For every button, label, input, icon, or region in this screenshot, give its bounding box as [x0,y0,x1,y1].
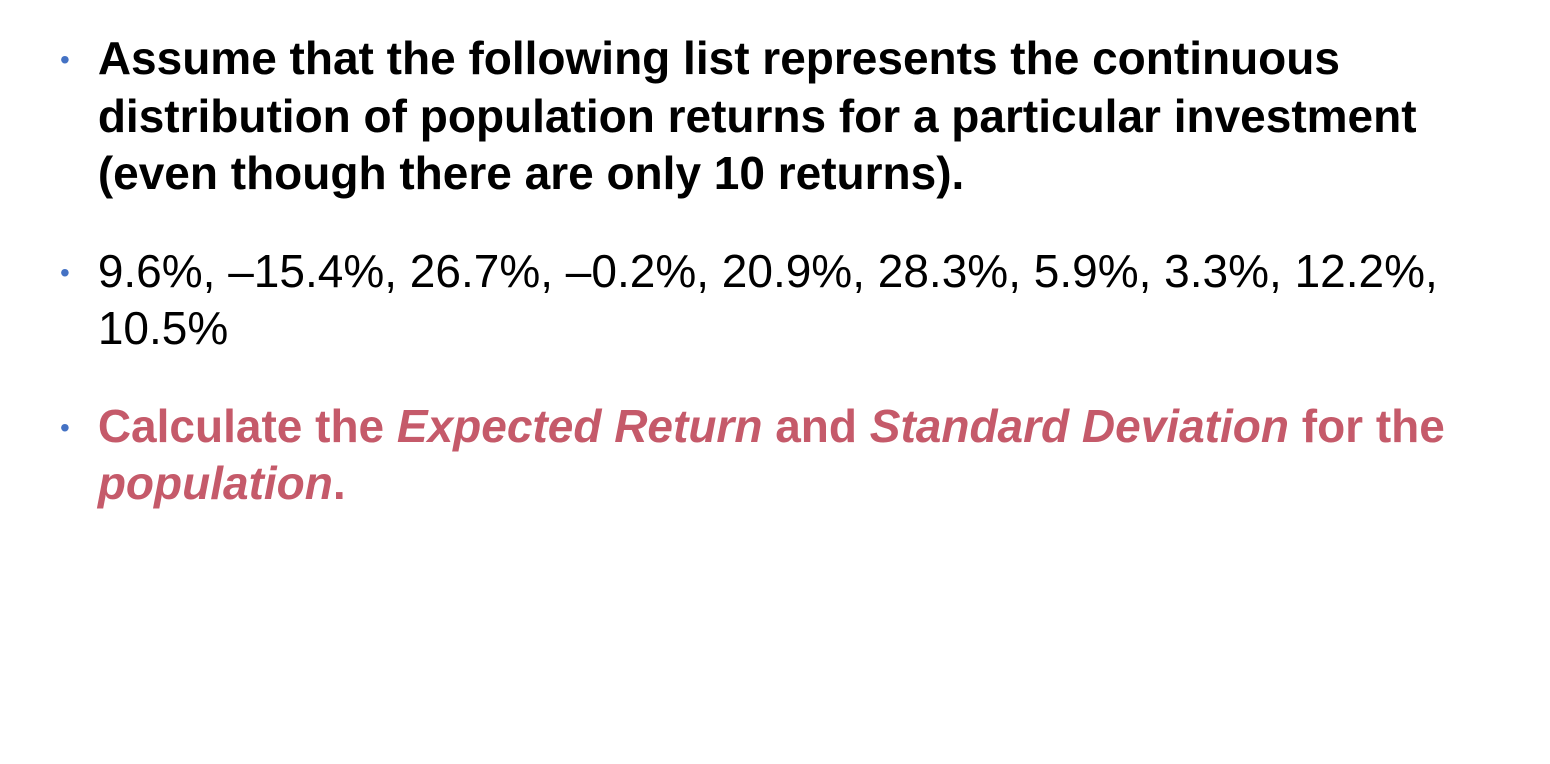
bullet-item-2: • 9.6%, –15.4%, 26.7%, –0.2%, 20.9%, 28.… [60,243,1470,358]
bullet-text-3: Calculate the Expected Return and Standa… [98,398,1470,513]
bullet-icon: • [60,46,70,74]
text-part: . [333,457,346,509]
text-part: for the [1289,400,1445,452]
bullet-icon: • [60,259,70,287]
bullet-text-1: Assume that the following list represent… [98,30,1470,203]
text-part: Calculate the [98,400,397,452]
text-part-italic: population [98,457,333,509]
text-part-italic: Standard Deviation [870,400,1289,452]
bullet-item-1: • Assume that the following list represe… [60,30,1470,203]
bullet-item-3: • Calculate the Expected Return and Stan… [60,398,1470,513]
bullet-text-2: 9.6%, –15.4%, 26.7%, –0.2%, 20.9%, 28.3%… [98,243,1470,358]
text-part-italic: Expected Return [397,400,763,452]
bullet-icon: • [60,414,70,442]
text-part: and [762,400,869,452]
